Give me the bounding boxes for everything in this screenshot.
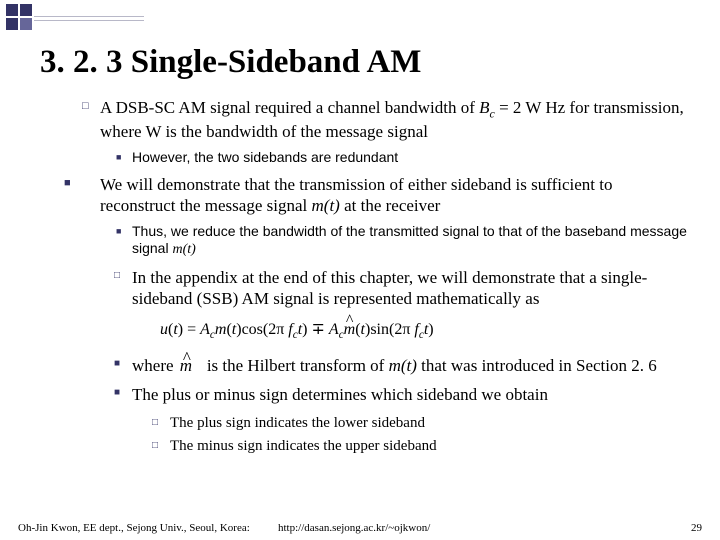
bullet-sign: The plus or minus sign determines which … <box>40 384 690 405</box>
bullet-demonstrate: We will demonstrate that the transmissio… <box>40 174 690 217</box>
bullet-appendix: In the appendix at the end of this chapt… <box>40 267 690 310</box>
equation-ssb: u(t) = Acm(t)cos(2π fct) ∓ Acm(t)sin(2π … <box>40 319 690 341</box>
footer-author: Oh-Jin Kwon, EE dept., Sejong Univ., Seo… <box>18 522 250 534</box>
slide-footer: Oh-Jin Kwon, EE dept., Sejong Univ., Seo… <box>18 522 702 534</box>
bullet-hilbert: where m is the Hilbert transform of m(t)… <box>40 355 690 376</box>
bullet-redundant: However, the two sidebands are redundant <box>40 149 690 167</box>
footer-url: http://dasan.sejong.ac.kr/~ojkwon/ <box>278 522 430 534</box>
slide-body: A DSB-SC AM signal required a channel ba… <box>40 97 690 457</box>
page-number: 29 <box>691 522 702 534</box>
bullet-reduce-bw: Thus, we reduce the bandwidth of the tra… <box>40 223 690 259</box>
slide-title: 3. 2. 3 Single-Sideband AM <box>40 44 690 81</box>
bullet-plus: The plus sign indicates the lower sideba… <box>40 414 690 434</box>
header-decoration <box>0 0 180 30</box>
bullet-minus: The minus sign indicates the upper sideb… <box>40 437 690 457</box>
bullet-dsb-sc: A DSB-SC AM signal required a channel ba… <box>40 97 690 143</box>
